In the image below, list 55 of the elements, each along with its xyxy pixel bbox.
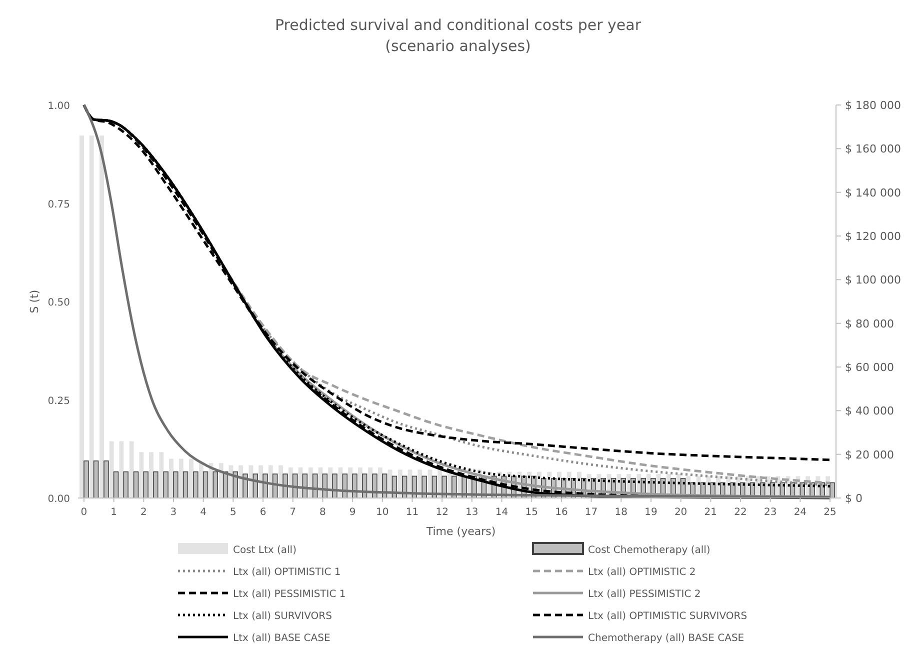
x-tick-label: 10 — [376, 507, 389, 518]
x-tick-label: 6 — [260, 507, 266, 518]
x-tick-label: 17 — [584, 507, 598, 518]
x-tick-label: 12 — [436, 507, 448, 518]
x-axis-title: Time (years) — [425, 525, 496, 538]
y-tick-label: 1.00 — [48, 101, 70, 112]
legend-label: Ltx (all) PESSIMISTIC 1 — [233, 589, 346, 600]
y-axis-title: S (t) — [28, 290, 41, 314]
y-tick-label: 0.00 — [48, 494, 70, 505]
x-tick-label: 8 — [320, 507, 326, 518]
x-tick-label: 9 — [349, 507, 356, 518]
legend-label: Cost Chemotherapy (all) — [588, 545, 710, 556]
x-tick-label: 3 — [170, 507, 177, 518]
x-tick-label: 1 — [110, 507, 117, 518]
chart-title: Predicted survival and conditional costs per year — [274, 16, 642, 34]
legend-label: Ltx (all) BASE CASE — [233, 633, 330, 644]
legend-label: Ltx (all) PESSIMISTIC 2 — [588, 589, 701, 600]
x-tick-label: 7 — [290, 507, 296, 518]
x-tick-label: 15 — [525, 507, 538, 518]
legend-label: Ltx (all) OPTIMISTIC SURVIVORS — [588, 611, 748, 622]
x-tick-label: 16 — [555, 507, 568, 518]
y2-tick-label: $ 140 000 — [845, 186, 901, 200]
x-tick-label: 5 — [230, 507, 236, 518]
x-tick-label: 13 — [466, 507, 478, 518]
y2-tick-label: $ 60 000 — [845, 361, 894, 374]
x-tick-label: 23 — [764, 507, 777, 518]
x-tick-label: 0 — [80, 507, 88, 518]
legend-label: Ltx (all) SURVIVORS — [233, 611, 332, 622]
y2-tick-label: $ 120 000 — [845, 230, 901, 243]
x-tick-label: 11 — [406, 507, 419, 518]
y2-tick-label: $ 40 000 — [845, 404, 894, 418]
x-tick-label: 21 — [704, 507, 718, 518]
y2-tick-label: $ 160 000 — [845, 142, 901, 156]
legend-label: Ltx (all) OPTIMISTIC 2 — [588, 567, 696, 578]
legend-label: Ltx (all) OPTIMISTIC 1 — [233, 567, 341, 578]
y2-tick-label: $ 180 000 — [845, 99, 901, 112]
y-tick-label: 0.75 — [48, 199, 70, 210]
chart-subtitle: (scenario analyses) — [385, 37, 531, 55]
y2-tick-label: $ 80 000 — [845, 317, 894, 330]
x-tick-label: 14 — [495, 507, 508, 518]
y-tick-label: 0.50 — [48, 298, 70, 308]
x-tick-label: 18 — [614, 507, 628, 518]
legend-label: Cost Ltx (all) — [233, 545, 297, 556]
x-tick-label: 20 — [674, 507, 688, 518]
y2-tick-label: $ 0 — [845, 492, 862, 505]
x-tick-label: 19 — [644, 507, 658, 518]
x-tick-label: 2 — [140, 507, 147, 518]
x-tick-label: 25 — [824, 507, 836, 518]
y2-tick-label: $ 20 000 — [845, 448, 894, 462]
x-tick-label: 22 — [734, 507, 747, 518]
y2-tick-label: $ 100 000 — [845, 274, 901, 287]
legend-label: Chemotherapy (all) BASE CASE — [588, 633, 744, 644]
x-tick-label: 4 — [200, 507, 207, 518]
x-tick-label: 24 — [794, 507, 807, 518]
y-tick-label: 0.25 — [48, 396, 70, 407]
